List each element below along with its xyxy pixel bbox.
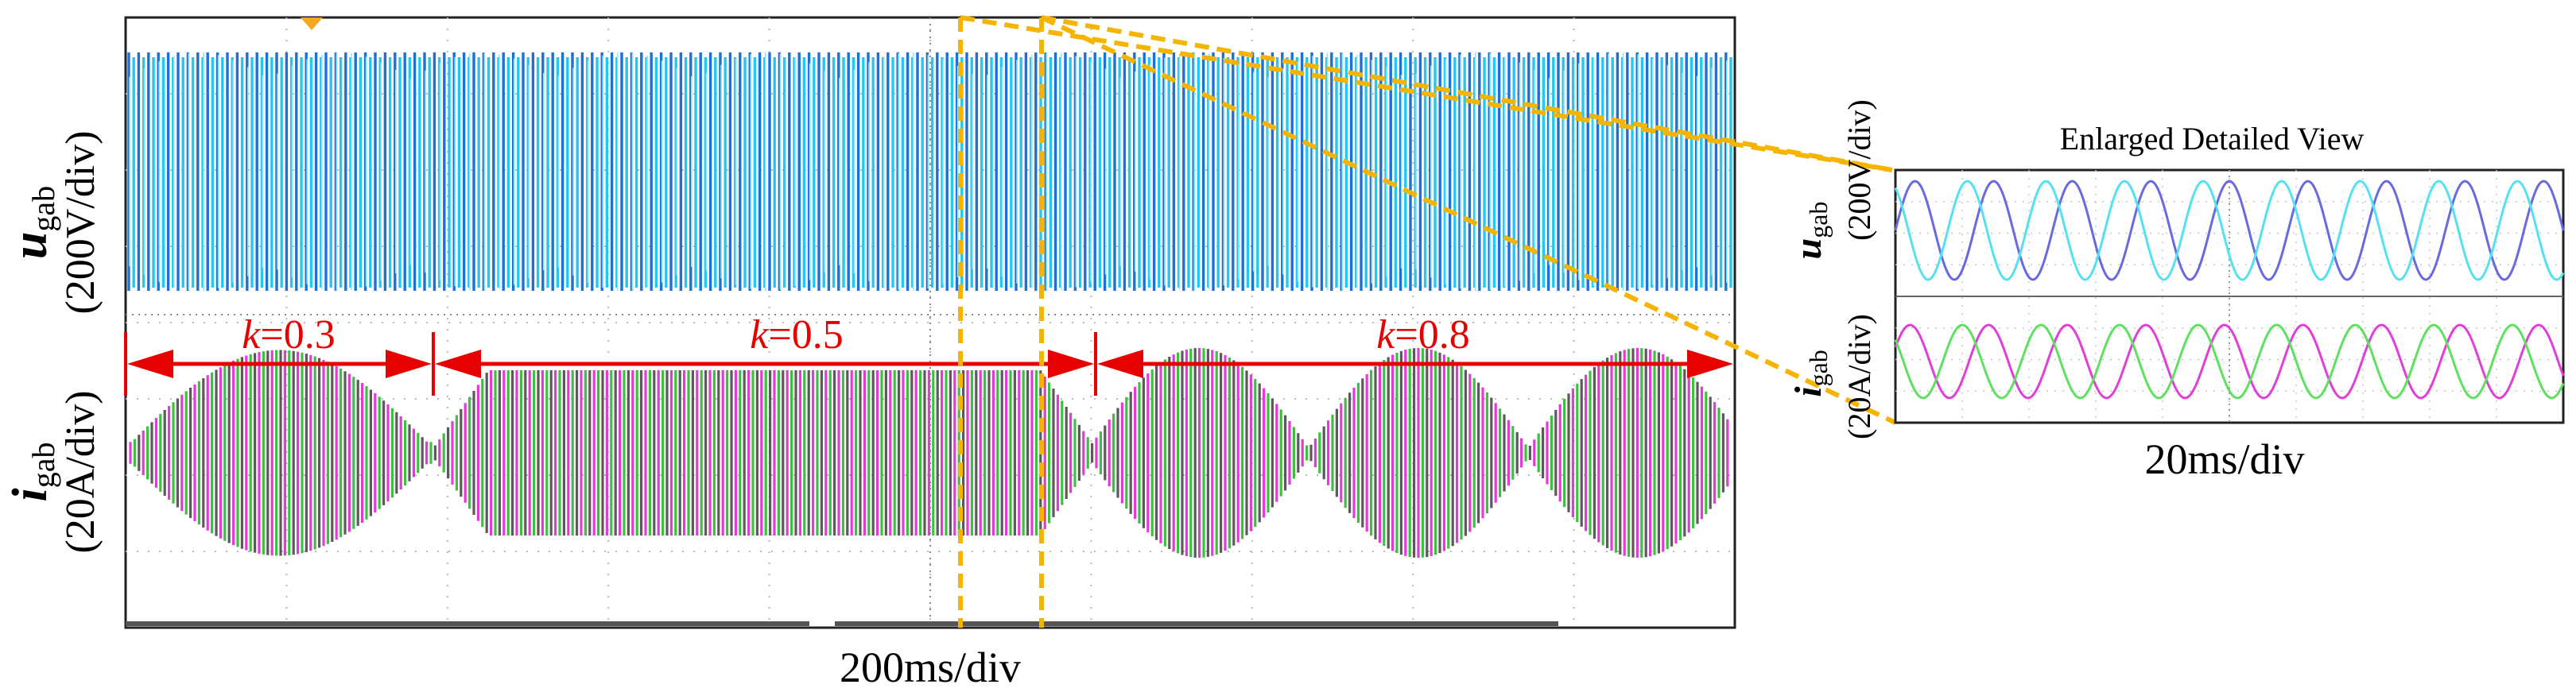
main-xlabel: 200ms/div	[840, 644, 1021, 691]
svg-text:ugab: ugab	[1787, 202, 1833, 260]
trigger-marker-icon	[301, 17, 323, 30]
zoom-i-b-wave	[1894, 323, 2565, 400]
zoom-connector-top	[960, 15, 1893, 172]
zoom-indicator	[958, 15, 1897, 628]
zoom-connector-bottom	[1040, 15, 1897, 425]
u-sub: gab	[25, 186, 61, 232]
zoom-i-var: i	[1787, 386, 1829, 397]
segment-label: k=0.3	[242, 312, 335, 358]
segment-label-var: k	[242, 312, 261, 358]
zoom-i-scale: (20A/div)	[1841, 314, 1877, 439]
segment-label-value: =0.8	[1395, 312, 1469, 358]
zoom-i-a-wave	[1894, 323, 2565, 400]
zoom-waveforms	[1894, 180, 2565, 400]
segment-label: k=0.5	[750, 312, 843, 358]
svg-text:igab: igab	[1787, 350, 1833, 397]
zoom-u-scale: (200V/div)	[1841, 99, 1877, 241]
segment-label-var: k	[1376, 312, 1395, 358]
u-scale: (200V/div)	[58, 130, 103, 314]
main-scope-panel	[124, 16, 1736, 629]
zoom-title: Enlarged Detailed View	[2060, 121, 2365, 157]
segment-label-value: =0.5	[768, 312, 843, 358]
zoom-i-sub: gab	[1804, 350, 1833, 386]
zoom-connector-top-2	[1041, 15, 1893, 172]
segment-label: k=0.8	[1376, 312, 1469, 358]
zoom-ylabel-u: ugab (200V/div)	[1787, 99, 1877, 259]
main-ylabel-u: ugab (200V/div)	[3, 130, 103, 314]
i-sub: gab	[25, 443, 61, 489]
timebase-bar-right	[835, 621, 1558, 626]
zoom-u-var: u	[1787, 238, 1829, 260]
i-scale: (20A/div)	[58, 390, 103, 553]
u-var: u	[3, 232, 57, 259]
main-waveforms	[127, 52, 1732, 558]
segment-arrowhead-right	[386, 350, 432, 378]
timebase-bar-left	[126, 621, 809, 626]
segment-arrowhead-right	[1687, 350, 1733, 378]
zoom-ylabel-i: igab (20A/div)	[1787, 314, 1877, 439]
zoom-xlabel: 20ms/div	[2144, 435, 2304, 483]
segment-label-value: =0.3	[260, 312, 335, 358]
main-ylabel-i: igab (20A/div)	[3, 390, 103, 553]
svg-text:ugab: ugab	[3, 186, 61, 259]
segment-arrowhead-left	[1097, 350, 1143, 378]
i-var: i	[3, 488, 57, 501]
segment-label-var: k	[750, 312, 769, 358]
zoom-panel	[1894, 168, 2565, 424]
zoom-u-b-wave	[1894, 180, 2565, 281]
svg-text:igab: igab	[3, 443, 61, 502]
segment-arrowhead-right	[1048, 350, 1094, 378]
segment-arrowhead-left	[127, 350, 173, 378]
segment-annotations: k=0.3 k=0.5 k=0.8	[124, 312, 1733, 396]
zoom-u-sub: gab	[1804, 202, 1833, 238]
segment-arrowhead-left	[435, 350, 481, 378]
